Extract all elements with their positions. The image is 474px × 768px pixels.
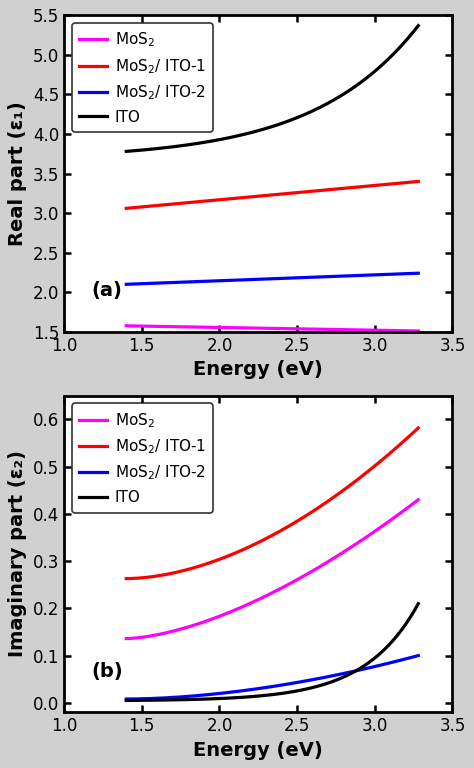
Line: ITO: ITO bbox=[126, 604, 418, 700]
MoS$_2$ bbox=[307, 568, 313, 577]
ITO bbox=[158, 696, 164, 705]
MoS$_2$/ ITO-1 bbox=[334, 184, 340, 194]
Legend: MoS$_2$, MoS$_2$/ ITO-1, MoS$_2$/ ITO-2, ITO: MoS$_2$, MoS$_2$/ ITO-1, MoS$_2$/ ITO-2,… bbox=[72, 403, 213, 513]
Line: ITO: ITO bbox=[126, 25, 418, 151]
MoS$_2$/ ITO-1 bbox=[307, 508, 313, 518]
MoS$_2$/ ITO-1 bbox=[239, 193, 245, 202]
MoS$_2$/ ITO-2 bbox=[158, 694, 164, 703]
MoS$_2$ bbox=[239, 323, 245, 333]
X-axis label: Energy (eV): Energy (eV) bbox=[193, 740, 323, 760]
Line: MoS$_2$/ ITO-2: MoS$_2$/ ITO-2 bbox=[126, 656, 418, 699]
MoS$_2$ bbox=[123, 321, 129, 330]
MoS$_2$/ ITO-1 bbox=[334, 490, 340, 499]
ITO bbox=[336, 93, 341, 102]
MoS$_2$/ ITO-2 bbox=[219, 689, 224, 698]
Text: (a): (a) bbox=[91, 281, 122, 300]
MoS$_2$/ ITO-2 bbox=[158, 278, 164, 287]
ITO bbox=[239, 131, 245, 140]
MoS$_2$ bbox=[239, 602, 245, 611]
MoS$_2$ bbox=[415, 495, 421, 505]
Text: (b): (b) bbox=[91, 661, 123, 680]
MoS$_2$/ ITO-2 bbox=[307, 676, 313, 685]
MoS$_2$/ ITO-1 bbox=[239, 545, 245, 554]
MoS$_2$/ ITO-2 bbox=[219, 276, 224, 285]
MoS$_2$ bbox=[158, 629, 164, 638]
Line: MoS$_2$/ ITO-1: MoS$_2$/ ITO-1 bbox=[126, 428, 418, 578]
MoS$_2$/ ITO-1 bbox=[219, 554, 224, 563]
ITO bbox=[336, 674, 341, 684]
MoS$_2$ bbox=[123, 634, 129, 643]
MoS$_2$/ ITO-2 bbox=[334, 272, 340, 281]
MoS$_2$ bbox=[334, 325, 340, 334]
MoS$_2$/ ITO-1 bbox=[307, 187, 313, 196]
MoS$_2$/ ITO-2 bbox=[123, 694, 129, 703]
MoS$_2$ bbox=[415, 326, 421, 336]
Y-axis label: Real part (ε₁): Real part (ε₁) bbox=[9, 101, 27, 246]
ITO bbox=[307, 684, 313, 693]
Legend: MoS$_2$, MoS$_2$/ ITO-1, MoS$_2$/ ITO-2, ITO: MoS$_2$, MoS$_2$/ ITO-1, MoS$_2$/ ITO-2,… bbox=[72, 23, 213, 132]
ITO bbox=[239, 693, 245, 702]
X-axis label: Energy (eV): Energy (eV) bbox=[193, 360, 323, 379]
ITO bbox=[219, 694, 224, 703]
MoS$_2$ bbox=[336, 551, 341, 560]
ITO bbox=[334, 94, 340, 103]
ITO bbox=[415, 599, 421, 608]
Y-axis label: Imaginary part (ε₂): Imaginary part (ε₂) bbox=[9, 451, 27, 657]
MoS$_2$ bbox=[219, 611, 224, 620]
MoS$_2$ bbox=[307, 324, 313, 333]
MoS$_2$/ ITO-1 bbox=[219, 195, 224, 204]
MoS$_2$/ ITO-1 bbox=[123, 204, 129, 213]
ITO bbox=[158, 144, 164, 153]
MoS$_2$/ ITO-2 bbox=[336, 670, 341, 679]
Line: MoS$_2$/ ITO-1: MoS$_2$/ ITO-1 bbox=[126, 181, 418, 208]
ITO bbox=[334, 675, 340, 684]
MoS$_2$/ ITO-2 bbox=[415, 651, 421, 660]
MoS$_2$/ ITO-2 bbox=[415, 269, 421, 278]
MoS$_2$/ ITO-2 bbox=[334, 670, 340, 680]
Line: MoS$_2$: MoS$_2$ bbox=[126, 326, 418, 331]
Line: MoS$_2$: MoS$_2$ bbox=[126, 500, 418, 638]
MoS$_2$/ ITO-1 bbox=[123, 574, 129, 583]
MoS$_2$/ ITO-2 bbox=[239, 275, 245, 284]
ITO bbox=[415, 21, 421, 30]
MoS$_2$ bbox=[334, 551, 340, 561]
MoS$_2$/ ITO-1 bbox=[415, 177, 421, 186]
MoS$_2$ bbox=[219, 323, 224, 332]
MoS$_2$/ ITO-1 bbox=[158, 200, 164, 210]
MoS$_2$ bbox=[158, 322, 164, 331]
MoS$_2$/ ITO-2 bbox=[239, 687, 245, 696]
ITO bbox=[123, 696, 129, 705]
MoS$_2$/ ITO-1 bbox=[158, 571, 164, 580]
MoS$_2$/ ITO-2 bbox=[307, 273, 313, 282]
MoS$_2$/ ITO-2 bbox=[123, 280, 129, 289]
MoS$_2$/ ITO-1 bbox=[336, 184, 341, 194]
Line: MoS$_2$/ ITO-2: MoS$_2$/ ITO-2 bbox=[126, 273, 418, 284]
MoS$_2$/ ITO-1 bbox=[415, 423, 421, 432]
ITO bbox=[307, 108, 313, 117]
MoS$_2$ bbox=[336, 325, 341, 334]
MoS$_2$/ ITO-2 bbox=[336, 272, 341, 281]
ITO bbox=[123, 147, 129, 156]
ITO bbox=[219, 134, 224, 144]
MoS$_2$/ ITO-1 bbox=[336, 489, 341, 498]
